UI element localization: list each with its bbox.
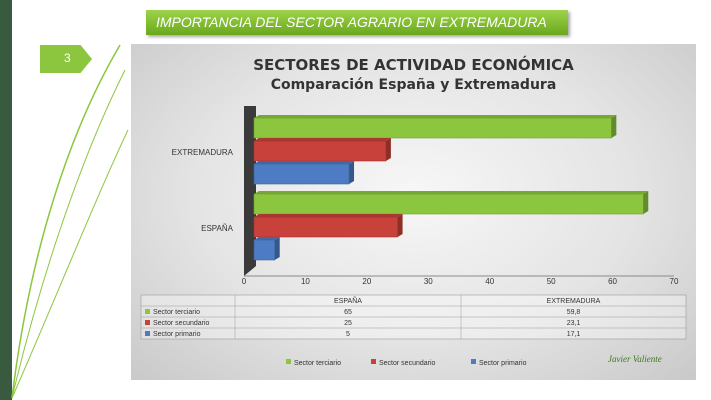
x-tick-label: 60 [608,277,617,286]
bar-top [254,191,649,194]
bar [253,117,612,139]
table-cell: 65 [344,309,352,316]
bar [253,140,387,162]
x-tick-label: 30 [424,277,433,286]
bar-side [611,115,617,138]
bar-chart: EXTREMADURA ESPAÑA 0 10 20 30 40 50 60 70 ESPAÑA EX… [140,106,687,367]
bar-top [254,138,391,141]
x-tick-label: 20 [362,277,371,286]
category-label: ESPAÑA [201,224,234,233]
table-row-label: Sector primario [153,331,201,338]
table-row-label: Sector terciario [153,309,200,316]
page-number: 3 [64,51,71,65]
bar [253,163,350,185]
x-tick-label: 70 [670,277,679,286]
legend-label: Sector primario [479,360,527,367]
chart-back-wall [244,106,256,276]
table-row-label: Sector secundario [153,320,210,327]
table-cell: 59,8 [567,309,581,316]
x-tick-label: 50 [547,277,556,286]
table-legend-swatch [145,309,150,314]
legend-swatch [471,359,476,364]
page-number-tab: 3 [40,45,92,73]
table-cell: 17,1 [567,331,581,338]
chart-title: SECTORES DE ACTIVIDAD ECONÓMICA [253,56,574,74]
left-accent-bar [0,0,12,400]
author-signature: Javier Valiente [608,354,662,364]
x-tick-label: 10 [301,277,310,286]
legend-swatch [371,359,376,364]
bar-side [349,161,355,184]
chart-panel: SECTORES DE ACTIVIDAD ECONÓMICA Comparac… [131,44,696,380]
table-cell: 25 [344,320,352,327]
table-header: EXTREMADURA [547,298,601,305]
slide-title-banner: IMPORTANCIA DEL SECTOR AGRARIO EN EXTREM… [146,10,568,35]
bar-side [274,237,280,260]
x-tick-label: 40 [485,277,494,286]
x-tick-label: 0 [242,277,247,286]
bar [253,239,276,261]
table-legend-swatch [145,331,150,336]
legend-swatch [286,359,291,364]
bar-top [254,115,617,118]
category-label: EXTREMADURA [172,148,234,157]
bar-top [254,161,355,164]
bar-top [254,237,280,240]
legend-label: Sector terciario [294,360,341,367]
slide-title: IMPORTANCIA DEL SECTOR AGRARIO EN EXTREM… [156,14,547,30]
bar-side [643,191,649,214]
bar [253,193,644,215]
legend-label: Sector secundario [379,360,436,367]
table-legend-swatch [145,320,150,325]
table-cell: 23,1 [567,320,581,327]
bar-top [254,214,403,217]
table-header: ESPAÑA [334,296,362,305]
chart-subtitle: Comparación España y Extremadura [270,77,557,93]
bar-side [385,138,391,161]
bar-side [397,214,403,237]
table-cell: 5 [346,331,350,338]
bar [253,216,398,238]
